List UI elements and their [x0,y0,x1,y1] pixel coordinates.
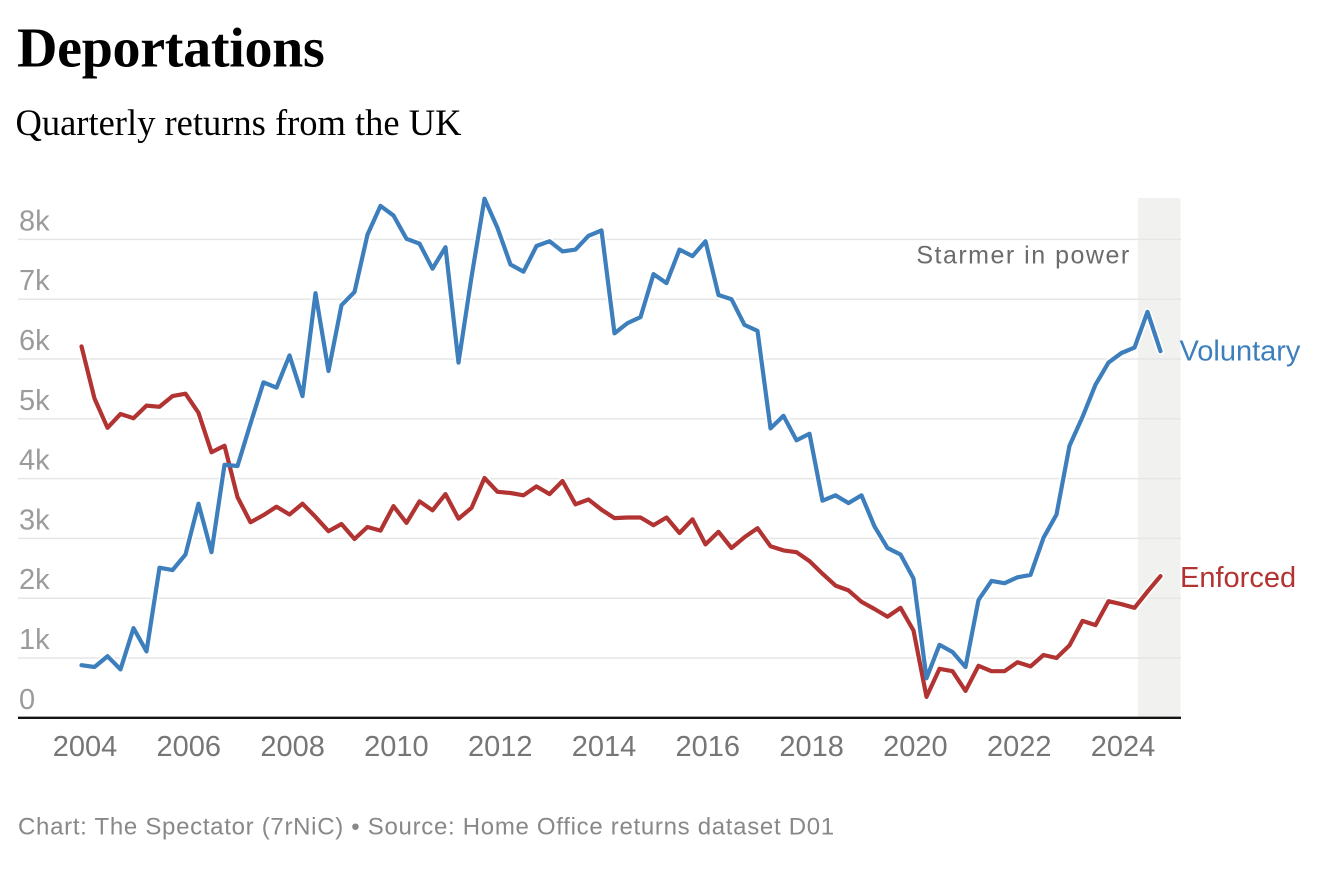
svg-text:2004: 2004 [53,731,118,763]
svg-text:8k: 8k [19,205,50,237]
svg-text:Quarterly returns from the UK: Quarterly returns from the UK [16,102,462,143]
svg-text:Voluntary: Voluntary [1180,336,1301,368]
svg-text:2024: 2024 [1091,731,1156,763]
svg-text:1k: 1k [19,624,50,656]
svg-text:5k: 5k [19,385,50,417]
svg-text:2010: 2010 [364,731,429,763]
svg-text:2012: 2012 [468,731,533,763]
svg-text:Starmer in power: Starmer in power [916,241,1130,269]
svg-text:2k: 2k [19,564,50,596]
svg-text:Enforced: Enforced [1180,562,1296,594]
svg-text:2018: 2018 [779,731,844,763]
svg-text:2020: 2020 [883,731,948,763]
svg-text:Deportations: Deportations [17,18,325,80]
svg-text:Chart: The Spectator (7rNiC) •: Chart: The Spectator (7rNiC) • Source: H… [18,814,835,841]
svg-text:2016: 2016 [676,731,741,763]
svg-text:0: 0 [19,684,35,716]
svg-text:7k: 7k [19,265,50,297]
svg-text:3k: 3k [19,504,50,536]
svg-text:2014: 2014 [572,731,637,763]
svg-text:6k: 6k [19,325,50,357]
svg-text:4k: 4k [19,445,50,477]
svg-text:2022: 2022 [987,731,1052,763]
svg-text:2008: 2008 [260,731,325,763]
svg-text:2006: 2006 [157,731,222,763]
